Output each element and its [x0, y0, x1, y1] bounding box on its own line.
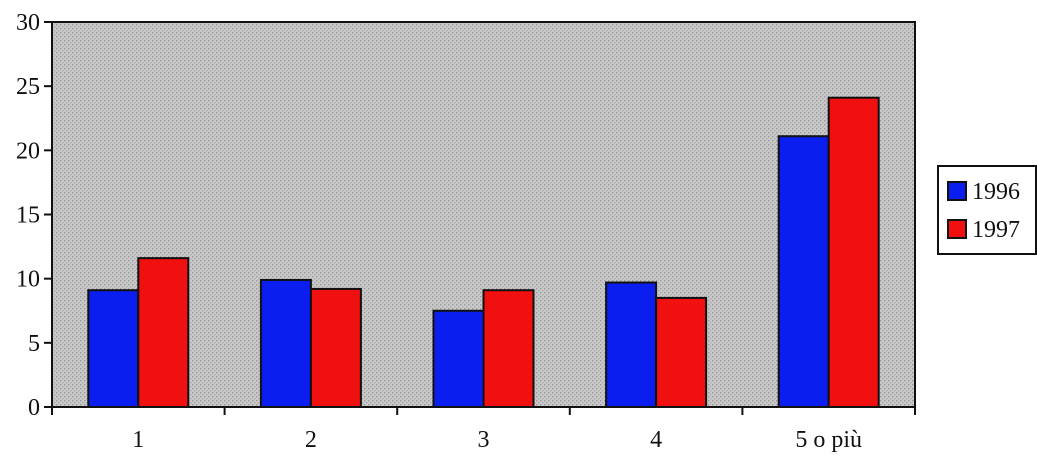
- bar-1997-4: [655, 296, 708, 408]
- y-tick-label: 15: [16, 203, 40, 229]
- bar-1997-2: [309, 287, 362, 408]
- x-tick-label: 1: [132, 427, 144, 453]
- y-tick-label: 10: [16, 267, 40, 293]
- legend-swatch-1997: [947, 219, 967, 239]
- y-tick-label: 25: [16, 74, 40, 100]
- legend-label-1997: 1997: [972, 217, 1020, 243]
- y-axis: 0 5 10 15 20 25 30: [16, 10, 52, 421]
- y-tick-label: 5: [28, 331, 40, 357]
- bar-1996-2: [259, 278, 312, 409]
- bar-1997-5-o-più: [827, 96, 880, 408]
- bar-1996-1: [87, 289, 140, 409]
- bar-1996-3: [432, 309, 485, 408]
- bar-1997-3: [482, 289, 535, 409]
- legend-swatch-1996: [947, 181, 967, 201]
- legend: 1996 1997: [937, 165, 1037, 255]
- y-tick-label: 30: [16, 10, 40, 36]
- bar-1997-1: [137, 257, 190, 408]
- y-tick-label: 0: [28, 395, 40, 421]
- x-tick-label: 4: [650, 427, 662, 453]
- bars-group: [87, 96, 880, 409]
- y-tick-label: 20: [16, 138, 40, 164]
- bar-1996-5-o-più: [777, 135, 830, 408]
- x-axis: 1 2 3 4 5 o più: [51, 407, 916, 453]
- x-tick-label: 3: [478, 427, 490, 453]
- bar-1996-4: [605, 281, 658, 408]
- legend-box: [937, 165, 1037, 255]
- x-tick-label: 2: [305, 427, 317, 453]
- legend-label-1996: 1996: [972, 179, 1020, 205]
- x-tick-label: 5 o più: [795, 427, 862, 453]
